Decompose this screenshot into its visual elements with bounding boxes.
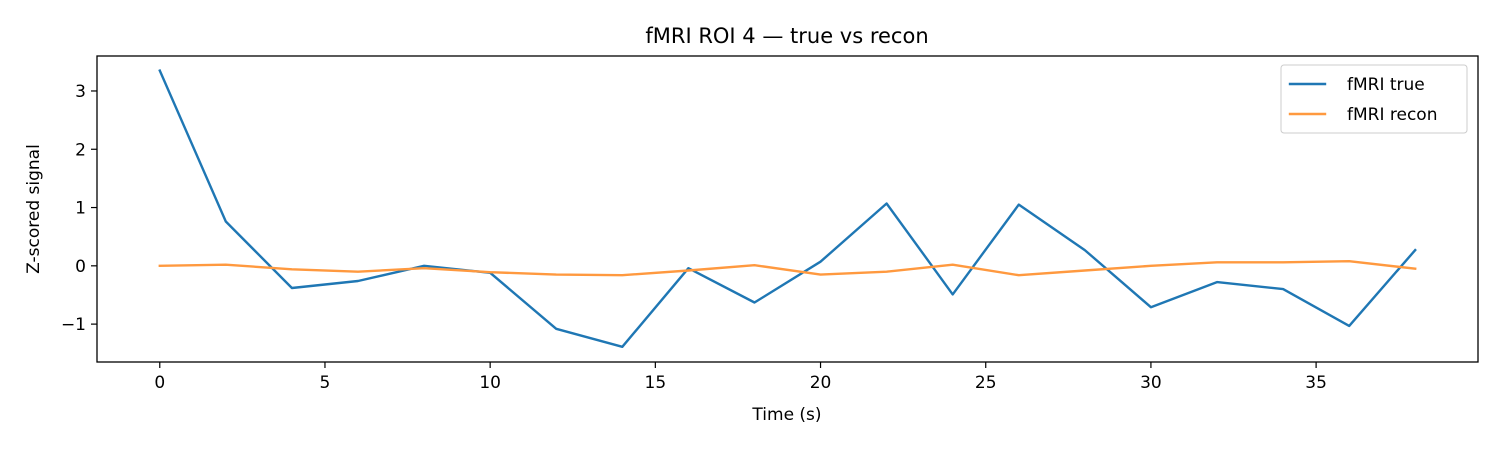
- series-line-fmri-true: [158, 69, 1417, 348]
- x-axis: 0 5 10 15 20 25 30 35: [154, 362, 1327, 393]
- y-tick-label: 1: [75, 199, 86, 219]
- y-tick-label: 2: [75, 140, 86, 160]
- x-tick-label: 15: [645, 373, 667, 393]
- y-axis-label: Z-scored signal: [24, 144, 44, 274]
- series-line-fmri-recon: [158, 260, 1417, 277]
- y-axis: −1 0 1 2 3: [61, 82, 97, 335]
- chart-title: fMRI ROI 4 — true vs recon: [645, 24, 928, 48]
- plot-area: [158, 69, 1417, 348]
- y-tick-label: −1: [61, 315, 86, 335]
- x-tick-label: 20: [810, 373, 832, 393]
- y-tick-label: 3: [75, 82, 86, 102]
- axes-frame: [96, 55, 1479, 363]
- legend-box: [1280, 64, 1468, 134]
- legend-label-fmri-true: fMRI true: [1347, 75, 1425, 95]
- x-tick-label: 30: [1140, 373, 1162, 393]
- x-tick-label: 10: [479, 373, 501, 393]
- x-tick-label: 35: [1305, 373, 1327, 393]
- y-tick-label: 0: [75, 257, 86, 277]
- legend-label-fmri-recon: fMRI recon: [1347, 105, 1437, 125]
- legend: fMRI true fMRI recon: [1280, 64, 1468, 134]
- x-axis-label: Time (s): [751, 405, 821, 425]
- x-tick-label: 5: [320, 373, 331, 393]
- x-tick-label: 0: [154, 373, 165, 393]
- x-tick-label: 25: [975, 373, 997, 393]
